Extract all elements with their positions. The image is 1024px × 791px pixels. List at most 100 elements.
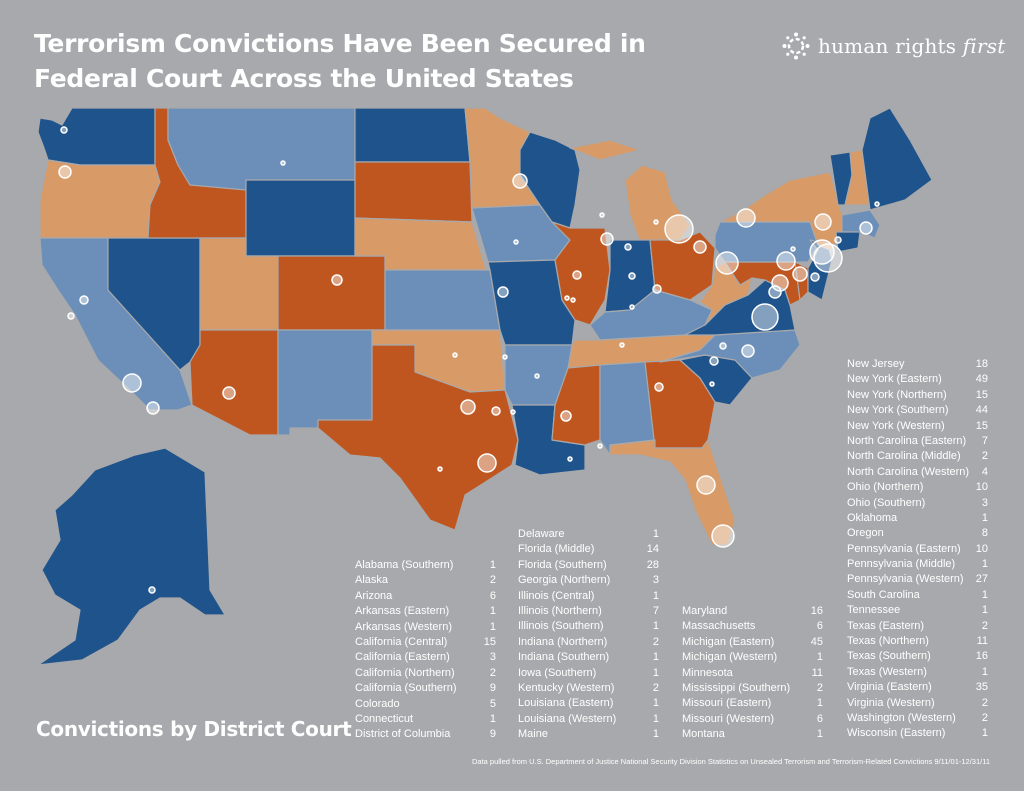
conviction-count: 27: [975, 573, 988, 586]
conviction-count: 1: [652, 666, 659, 679]
state-wy: [245, 179, 356, 257]
district-name: Texas (Southern): [847, 650, 931, 663]
conviction-count: 28: [646, 558, 659, 571]
district-row: Pennsylvania (Western) 27: [847, 572, 988, 587]
district-row: Pennsylvania (Eastern) 10: [847, 542, 988, 557]
bubble: [502, 354, 508, 360]
district-name: Wisconsin (Eastern): [847, 727, 946, 740]
logo-name: human rights: [818, 34, 957, 58]
hrf-logo: human rights first: [782, 32, 1005, 60]
conviction-count: 1: [981, 558, 988, 571]
district-row: Illinois (Northern) 7: [518, 604, 659, 619]
district-name: Illinois (Northern): [518, 604, 602, 617]
district-name: California (Central): [355, 635, 448, 648]
conviction-count: 1: [981, 665, 988, 678]
bubble: [477, 453, 497, 473]
bubble: [146, 401, 160, 415]
district-row: Indiana (Southern) 1: [518, 650, 659, 665]
district-name: New York (Western): [847, 419, 945, 432]
bubble: [60, 126, 68, 134]
district-name: Georgia (Northern): [518, 574, 611, 587]
conviction-count: 11: [811, 666, 823, 679]
district-name: New Jersey: [847, 358, 905, 370]
conviction-count: 4: [981, 465, 988, 478]
district-row: Missouri (Eastern) 1: [682, 696, 823, 711]
conviction-count: 15: [975, 419, 988, 432]
district-name: Missouri (Western): [682, 712, 775, 725]
district-name: Pennsylvania (Middle): [847, 558, 956, 571]
district-row: Louisiana (Eastern) 1: [518, 696, 659, 711]
district-name: Virginia (Western): [847, 696, 935, 709]
district-name: Arizona: [355, 589, 393, 602]
district-row: California (Southern) 9: [355, 681, 496, 696]
district-row: North Carolina (Middle) 2: [847, 449, 988, 464]
state-me: [861, 107, 933, 211]
district-name: Alaska: [355, 574, 389, 587]
bubble: [280, 160, 286, 166]
conviction-count: 45: [810, 635, 823, 648]
district-name: Iowa (Southern): [518, 666, 597, 679]
district-row: Kentucky (Western) 2: [518, 681, 659, 696]
state-az: [189, 329, 279, 436]
district-row: Alabama (Southern) 1: [355, 558, 496, 573]
source-note: Data pulled from U.S. Department of Just…: [471, 757, 990, 766]
district-row: Texas (Northern) 11: [847, 634, 988, 649]
district-name: Minnesota: [682, 666, 733, 679]
district-row: Florida (Middle) 14: [518, 542, 659, 557]
conviction-count: 15: [975, 388, 988, 401]
hrf-logo-icon: [782, 32, 810, 60]
bubble: [437, 466, 443, 472]
state-co: [277, 255, 386, 331]
bubble: [600, 232, 614, 246]
bubble: [570, 297, 576, 303]
district-name: Pennsylvania (Eastern): [847, 542, 961, 555]
conviction-count: 1: [981, 511, 988, 524]
district-row: Texas (Western) 1: [847, 665, 988, 680]
district-name: Florida (Middle): [518, 543, 595, 556]
district-name: Arkansas (Eastern): [355, 605, 450, 618]
conviction-count: 2: [981, 619, 988, 632]
page-title: Terrorism Convictions Have Been Secured …: [34, 26, 646, 96]
conviction-count: 1: [816, 728, 823, 741]
conviction-count: 2: [489, 574, 496, 587]
bubble: [58, 165, 72, 179]
district-name: Texas (Northern): [847, 635, 929, 648]
bubble: [653, 219, 659, 225]
district-row: Tennessee 1: [847, 603, 988, 618]
bubble: [79, 295, 89, 305]
district-row: Colorado 5: [355, 697, 496, 712]
bubble: [460, 399, 476, 415]
bubble: [510, 409, 516, 415]
district-row: North Carolina (Western) 4: [847, 465, 988, 480]
bubble: [652, 284, 662, 294]
conviction-count: 6: [816, 620, 823, 633]
title-line-1: Terrorism Convictions Have Been Secured …: [34, 29, 646, 58]
district-name: Indiana (Northern): [518, 635, 608, 648]
district-row: Minnesota 11: [682, 666, 823, 681]
conviction-count: 2: [652, 681, 659, 694]
bubble: [122, 373, 142, 393]
conviction-count: 2: [981, 711, 988, 724]
district-row: Arkansas (Western) 1: [355, 620, 496, 635]
district-name: Kentucky (Western): [518, 681, 615, 694]
conviction-count: 5: [489, 697, 496, 710]
state-sd: [354, 161, 473, 223]
conviction-count: 16: [975, 650, 988, 663]
district-name: California (Southern): [355, 682, 457, 695]
bubble: [709, 381, 715, 387]
district-name: Massachusetts: [682, 620, 756, 633]
conviction-count: 2: [981, 450, 988, 463]
district-row: District of Columbia 9: [355, 727, 496, 742]
state-mi: [569, 139, 691, 243]
district-name: Colorado: [355, 697, 400, 710]
bubble: [768, 285, 782, 299]
district-name: Virginia (Eastern): [847, 681, 932, 694]
conviction-count: 1: [652, 589, 659, 602]
bubble: [696, 475, 716, 495]
district-row: New York (Western) 15: [847, 419, 988, 434]
conviction-count: 3: [981, 496, 988, 509]
bubble: [67, 312, 75, 320]
district-name: Tennessee: [847, 604, 901, 617]
conviction-count: 1: [652, 712, 659, 725]
